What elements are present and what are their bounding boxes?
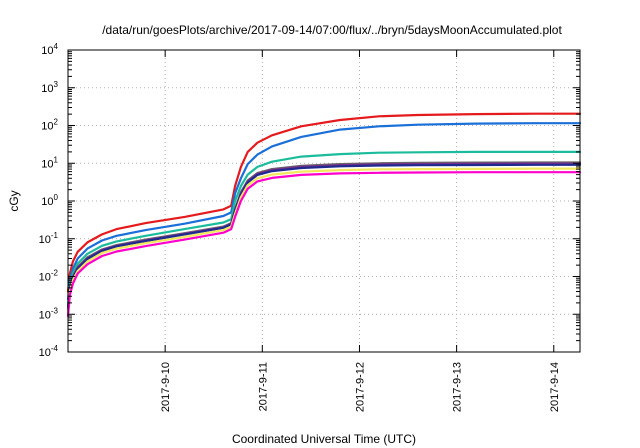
series-group [66, 112, 582, 318]
series-line-1 [66, 112, 582, 293]
grid-lines [68, 50, 580, 352]
x-axis-label: Coordinated Universal Time (UTC) [232, 432, 416, 446]
y-tick-label: 104 [41, 42, 58, 57]
x-tick-label: 2017-9-10 [160, 362, 172, 412]
y-tick-label: 101 [41, 155, 58, 170]
x-tick-label: 2017-9-12 [354, 362, 366, 412]
series-line-2 [66, 122, 582, 301]
y-tick-label: 100 [41, 193, 58, 208]
x-tick-label: 2017-9-13 [452, 362, 464, 412]
y-tick-label: 10-4 [39, 344, 59, 359]
chart-title: /data/run/goesPlots/archive/2017-09-14/0… [102, 23, 562, 37]
x-tick-label: 2017-9-11 [257, 362, 269, 411]
y-axis-label: cGy [7, 190, 21, 211]
series-line-6 [66, 163, 582, 311]
series-line-8 [66, 171, 582, 318]
axis-ticks: 10-4 10-3 10-2 10-1 100 101 102 103 104 2017-9-10… [39, 42, 580, 412]
y-tick-label: 102 [41, 118, 58, 133]
y-tick-label: 103 [41, 80, 58, 95]
y-tick-label: 10-1 [39, 231, 59, 246]
y-tick-label: 10-2 [39, 269, 59, 284]
x-tick-label: 2017-9-14 [549, 362, 561, 412]
y-tick-label: 10-3 [39, 306, 59, 321]
series-line-3 [66, 150, 582, 306]
